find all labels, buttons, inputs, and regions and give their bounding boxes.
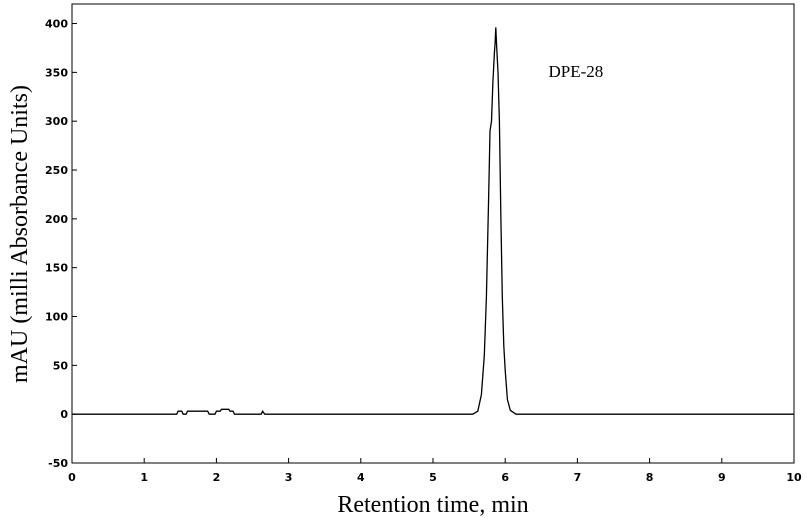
y-tick-label: 400 <box>45 18 68 31</box>
y-tick-label: 0 <box>60 408 68 421</box>
plot-frame <box>71 3 795 464</box>
y-tick-label: 100 <box>45 311 68 324</box>
x-axis-ticks: 0 1 2 3 4 5 6 7 8 9 10 <box>68 458 802 484</box>
y-tick-label: 50 <box>53 359 69 372</box>
y-tick-label: 200 <box>45 213 68 226</box>
y-axis-ticks: -50 0 50 100 150 200 250 300 350 400 <box>45 18 77 470</box>
x-tick-label: 3 <box>285 471 293 484</box>
y-tick-label: -50 <box>48 457 68 470</box>
y-tick-label: 350 <box>45 66 68 79</box>
y-tick-label: 250 <box>45 164 68 177</box>
x-tick-label: 4 <box>357 471 365 484</box>
x-tick-label: 7 <box>574 471 582 484</box>
x-axis-title: Retention time, min <box>337 492 528 518</box>
x-tick-label: 8 <box>646 471 654 484</box>
x-tick-label: 0 <box>68 471 76 484</box>
peak-label: DPE-28 <box>549 62 604 81</box>
x-tick-label: 10 <box>786 471 802 484</box>
x-tick-label: 1 <box>140 471 148 484</box>
x-tick-label: 6 <box>501 471 509 484</box>
y-axis-title: mAU (milli Absorbance Units) <box>7 85 33 383</box>
x-tick-label: 2 <box>213 471 221 484</box>
x-tick-label: 9 <box>718 471 726 484</box>
y-tick-label: 150 <box>45 262 68 275</box>
chromatogram-trace <box>72 27 794 415</box>
x-tick-label: 5 <box>429 471 437 484</box>
y-tick-label: 300 <box>45 115 68 128</box>
